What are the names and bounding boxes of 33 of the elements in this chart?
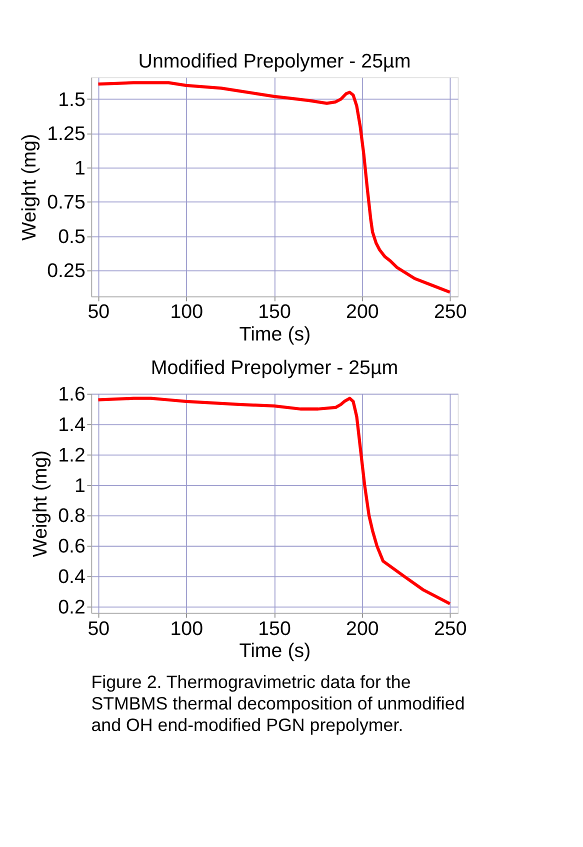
y-tick-label: 0.2 bbox=[58, 596, 86, 618]
y-tick-label: 0.5 bbox=[58, 226, 86, 248]
y-axis-title: Weight (mg) bbox=[29, 450, 52, 558]
y-tick-label: 1 bbox=[74, 157, 86, 180]
x-tick-label: 150 bbox=[258, 301, 291, 324]
y-tick-label: 1.6 bbox=[58, 383, 86, 406]
x-axis-title: Time (s) bbox=[239, 324, 311, 346]
x-tick-label: 150 bbox=[258, 618, 291, 640]
y-tick-label: 1.4 bbox=[58, 414, 86, 436]
y-tick-label: 1.25 bbox=[47, 123, 86, 146]
x-tick-label: 100 bbox=[170, 301, 204, 324]
y-tick-label: 0.25 bbox=[47, 260, 86, 282]
line-series bbox=[96, 396, 452, 606]
line-series bbox=[96, 81, 452, 294]
x-tick-label: 50 bbox=[88, 618, 110, 640]
y-tick-label: 0.8 bbox=[58, 505, 86, 528]
caption: Figure 2. Thermogravimetric data for the STMBMS thermal decomposition of unmodified and OH end-modified PGN prepolymer. bbox=[91, 672, 465, 735]
y-tick-label: 0.75 bbox=[47, 192, 86, 214]
y-tick-label: 0.4 bbox=[58, 566, 86, 588]
chart-title: Modified Prepolymer - 25µm bbox=[150, 357, 398, 380]
chart-title: Unmodified Prepolymer - 25µm bbox=[138, 50, 411, 72]
x-tick-label: 250 bbox=[434, 618, 467, 640]
y-axis-title: Weight (mg) bbox=[18, 134, 40, 241]
x-tick-label: 250 bbox=[434, 301, 467, 324]
x-axis-title: Time (s) bbox=[239, 640, 311, 662]
x-tick-label: 200 bbox=[346, 301, 379, 324]
x-tick-label: 200 bbox=[346, 618, 379, 640]
y-tick-label: 1 bbox=[74, 474, 86, 497]
y-tick-label: 1.5 bbox=[58, 88, 86, 111]
x-tick-label: 50 bbox=[88, 301, 110, 324]
y-tick-label: 0.6 bbox=[58, 536, 86, 558]
y-tick-label: 1.2 bbox=[58, 444, 86, 466]
x-tick-label: 100 bbox=[170, 618, 204, 640]
